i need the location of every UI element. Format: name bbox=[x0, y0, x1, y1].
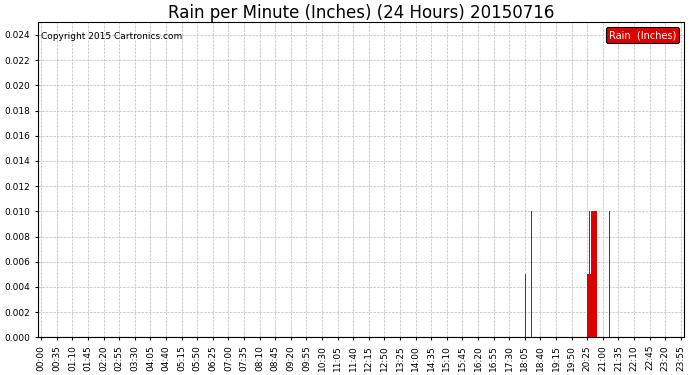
Title: Rain per Minute (Inches) (24 Hours) 20150716: Rain per Minute (Inches) (24 Hours) 2015… bbox=[168, 4, 554, 22]
Text: Copyright 2015 Cartronics.com: Copyright 2015 Cartronics.com bbox=[41, 32, 182, 41]
Legend: Rain  (Inches): Rain (Inches) bbox=[606, 27, 679, 43]
